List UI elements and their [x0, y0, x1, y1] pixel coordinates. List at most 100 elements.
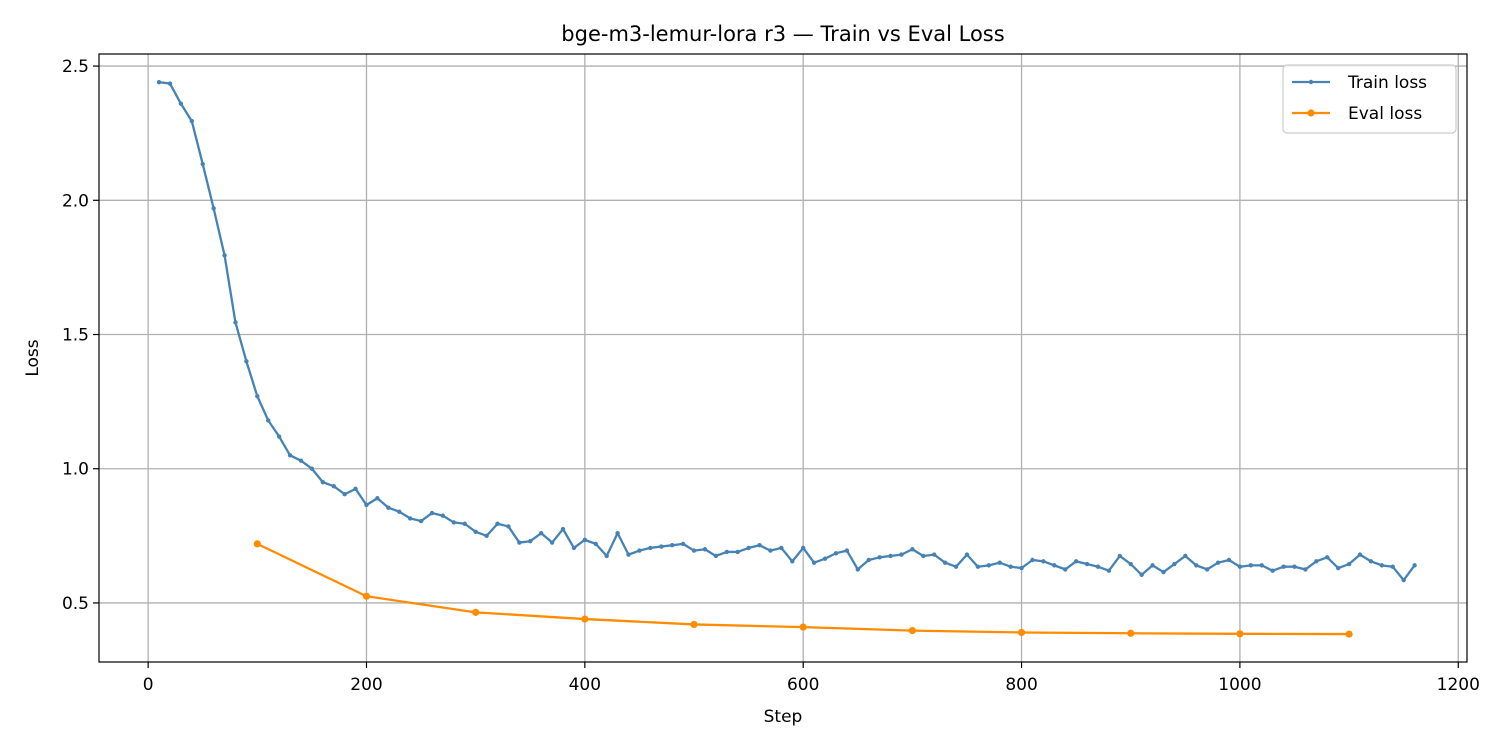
data-point: [790, 559, 795, 564]
y-axis-label: Loss: [23, 339, 43, 376]
data-point: [1041, 559, 1046, 564]
data-point: [1008, 564, 1013, 569]
data-point: [276, 434, 282, 439]
data-point: [1412, 563, 1417, 568]
data-point: [1292, 564, 1297, 569]
data-point: [1095, 564, 1101, 569]
series-layer: [156, 79, 1417, 638]
x-tick-label: 1200: [1437, 675, 1480, 695]
x-tick-label: 800: [1005, 675, 1037, 695]
data-point: [799, 623, 807, 631]
y-tick-label: 2.5: [62, 57, 89, 77]
data-point: [375, 496, 380, 501]
legend-swatch-marker: [1307, 109, 1315, 117]
data-point: [604, 553, 609, 559]
data-point: [702, 547, 708, 552]
data-point: [462, 521, 467, 526]
data-point: [178, 101, 184, 106]
data-point: [1270, 568, 1275, 573]
data-point: [1017, 628, 1026, 637]
data-point: [1281, 564, 1286, 569]
y-tick-label: 1.5: [62, 326, 89, 346]
data-point: [266, 418, 271, 423]
legend-entry: Eval loss: [1292, 104, 1422, 124]
data-point: [1379, 563, 1385, 568]
data-point: [910, 547, 915, 552]
data-point: [877, 555, 882, 560]
data-point: [1215, 560, 1221, 565]
data-point: [1117, 553, 1123, 559]
grid: [99, 54, 1467, 662]
legend-swatch-marker: [1308, 79, 1314, 85]
data-point: [1128, 561, 1133, 567]
data-point: [757, 543, 762, 548]
data-point: [222, 253, 227, 258]
y-tick-label: 1.0: [62, 460, 89, 480]
data-point: [571, 545, 577, 551]
plot-frame: [98, 53, 1468, 663]
data-point: [724, 549, 729, 555]
data-point: [309, 466, 315, 471]
data-point: [1303, 567, 1308, 572]
data-point: [167, 81, 173, 86]
data-point: [253, 540, 261, 548]
data-point: [669, 543, 675, 548]
y-tick-label: 0.5: [62, 594, 89, 614]
data-point: [298, 458, 304, 463]
data-point: [637, 548, 642, 553]
data-point: [200, 161, 205, 167]
data-point: [342, 492, 347, 497]
legend-label: Eval loss: [1348, 104, 1422, 124]
data-point: [156, 79, 162, 85]
data-point: [768, 548, 773, 553]
data-point: [899, 552, 904, 557]
data-point: [986, 563, 992, 568]
data-point: [517, 540, 522, 545]
data-point: [1345, 630, 1353, 638]
data-point: [244, 359, 249, 364]
data-point: [1052, 563, 1057, 568]
data-point: [418, 518, 424, 524]
data-point: [746, 545, 751, 551]
data-point: [1150, 563, 1155, 568]
data-point: [1226, 557, 1232, 563]
data-point: [908, 626, 916, 635]
data-point: [735, 549, 740, 555]
data-point: [1368, 559, 1374, 564]
data-point: [364, 502, 369, 508]
data-point: [1183, 553, 1188, 559]
data-point: [484, 533, 489, 539]
data-point: [800, 545, 806, 551]
data-point: [1314, 559, 1319, 564]
data-point: [593, 541, 598, 547]
data-point: [1106, 568, 1112, 573]
data-point: [964, 552, 970, 557]
data-point: [1346, 561, 1352, 567]
data-point: [1236, 630, 1244, 638]
data-point: [560, 526, 566, 532]
data-point: [1172, 561, 1177, 567]
data-point: [1161, 569, 1166, 575]
data-point: [451, 520, 457, 525]
data-point: [538, 530, 544, 536]
data-point: [1259, 563, 1264, 568]
legend-label: Train loss: [1347, 73, 1427, 93]
data-point: [353, 486, 358, 492]
ticks: 0 200 400 600 800 1000 1200 0.5 1.0 1.5 2.0 2.5: [62, 57, 1480, 695]
data-point: [429, 510, 435, 516]
legend-entries: Train loss Eval loss: [1292, 73, 1427, 124]
data-point: [615, 530, 620, 536]
data-point: [1127, 629, 1135, 637]
data-point: [495, 521, 500, 526]
data-point: [1019, 565, 1024, 571]
data-point: [549, 540, 555, 545]
data-point: [659, 544, 664, 549]
data-point: [811, 560, 817, 565]
data-point: [528, 539, 533, 544]
data-point: [1204, 567, 1210, 572]
data-point: [1063, 567, 1068, 572]
data-point: [779, 545, 784, 551]
data-point: [506, 524, 511, 529]
data-point: [1357, 552, 1363, 557]
